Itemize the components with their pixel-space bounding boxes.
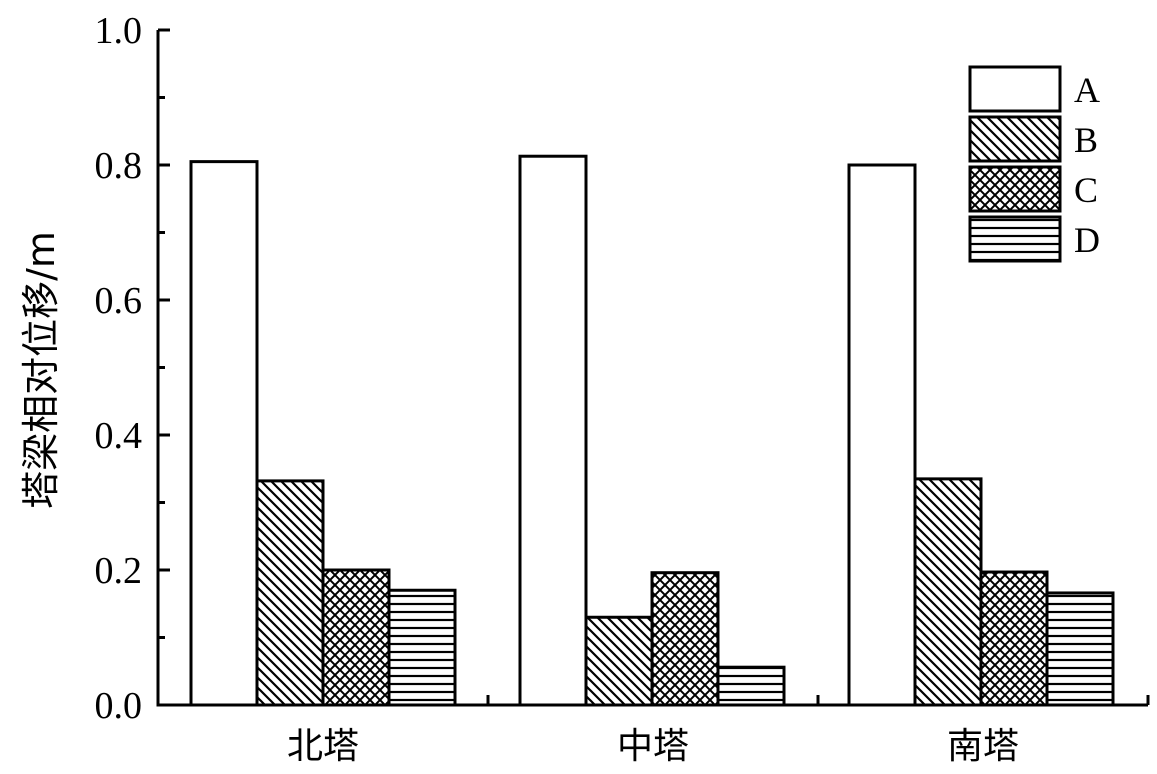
bar-B-3 bbox=[913, 477, 983, 707]
legend-swatch-C bbox=[968, 165, 1062, 213]
legend-label-C: C bbox=[1074, 170, 1098, 210]
bar-A-2 bbox=[518, 154, 588, 707]
y-tick-label: 1.0 bbox=[95, 10, 143, 52]
legend-label-B: B bbox=[1074, 120, 1098, 160]
legend-swatch-D bbox=[968, 215, 1062, 263]
y-tick-label: 0.4 bbox=[95, 415, 143, 457]
bar-D-3 bbox=[1045, 591, 1115, 707]
bar-C-2 bbox=[650, 571, 720, 707]
x-tick-label: 南塔 bbox=[947, 726, 1019, 767]
y-tick-label: 0.2 bbox=[95, 550, 143, 592]
y-tick-label: 0.8 bbox=[95, 145, 143, 187]
bar-B-2 bbox=[584, 615, 654, 707]
y-axis-title: 塔梁相对位移/m bbox=[19, 231, 63, 509]
x-tick-label: 中塔 bbox=[617, 726, 689, 767]
bar-D-1 bbox=[387, 588, 457, 707]
bar-A-1 bbox=[189, 160, 259, 707]
legend-swatch-B bbox=[968, 115, 1062, 163]
bar-B-1 bbox=[255, 479, 325, 707]
y-tick-label: 0.6 bbox=[95, 280, 143, 322]
x-tick-label: 北塔 bbox=[287, 726, 359, 767]
bar-D-2 bbox=[716, 665, 786, 707]
bar-C-3 bbox=[979, 570, 1049, 707]
y-tick-label: 0.0 bbox=[95, 685, 143, 727]
bar-A-3 bbox=[847, 163, 917, 707]
legend-label-A: A bbox=[1074, 70, 1100, 110]
legend-swatch-A bbox=[968, 65, 1062, 113]
axes-layer: 北塔 中塔 南塔 0.0 0.2 0.4 0.6 0.8 1.0 bbox=[95, 10, 1150, 767]
bar-C-1 bbox=[321, 568, 391, 707]
legend-label-D: D bbox=[1074, 220, 1100, 260]
